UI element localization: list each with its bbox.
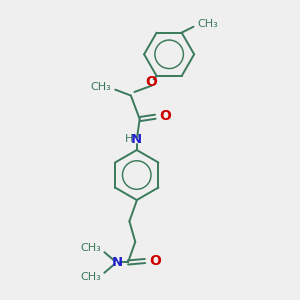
Text: O: O — [159, 109, 171, 123]
Text: CH₃: CH₃ — [90, 82, 111, 92]
Text: N: N — [112, 256, 123, 269]
Text: O: O — [146, 75, 158, 89]
Text: H: H — [125, 134, 134, 144]
Text: N: N — [131, 133, 142, 146]
Text: CH₃: CH₃ — [80, 243, 101, 253]
Text: O: O — [149, 254, 161, 268]
Text: CH₃: CH₃ — [80, 272, 101, 282]
Text: CH₃: CH₃ — [197, 20, 218, 29]
